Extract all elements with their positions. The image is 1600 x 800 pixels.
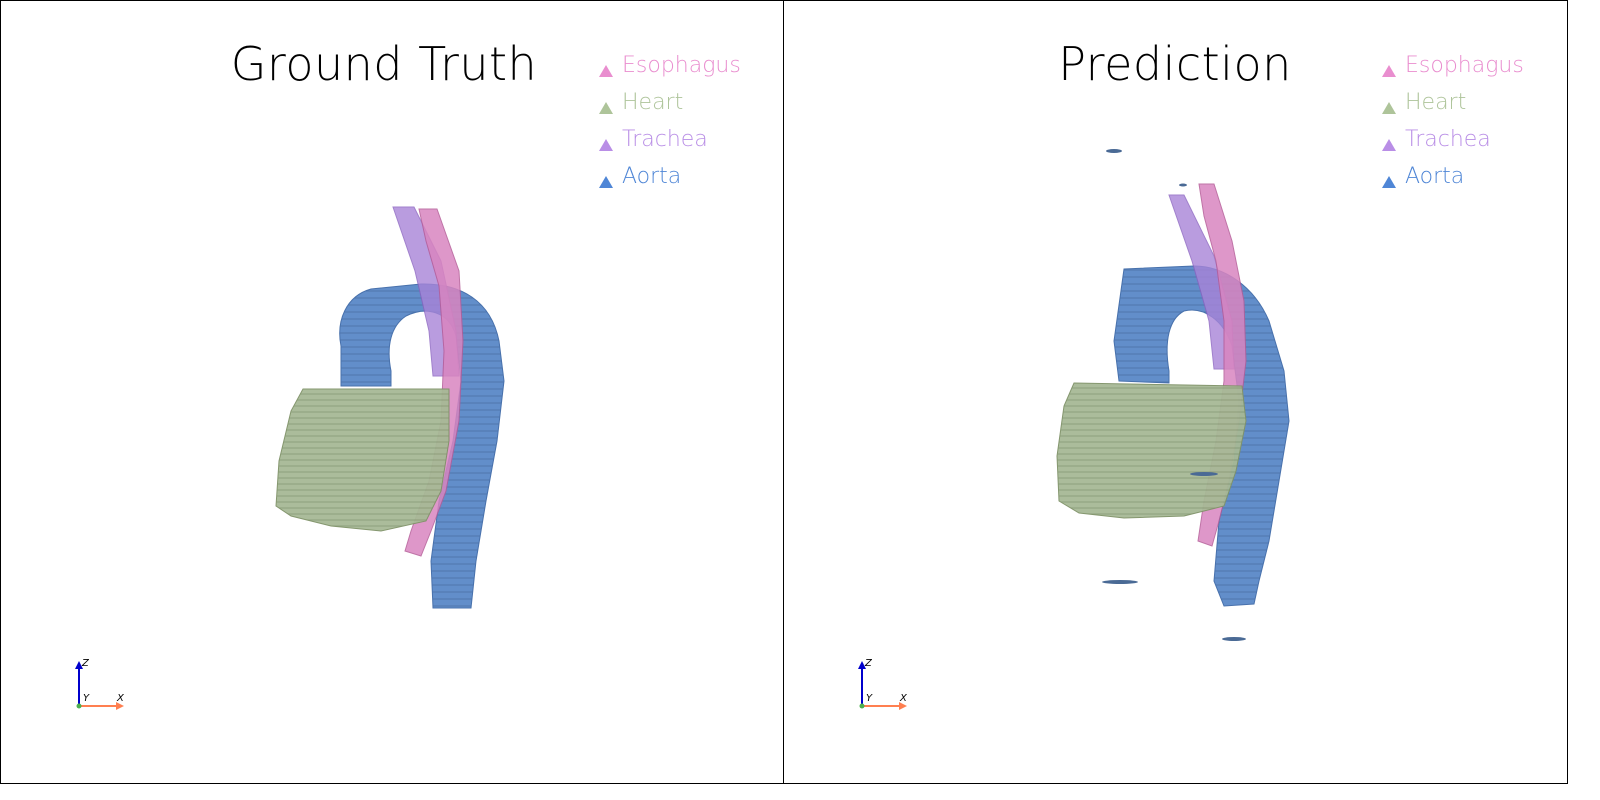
triangle-marker-icon [1382, 101, 1396, 114]
legend-label: Esophagus [1405, 53, 1524, 78]
aorta-mesh [339, 283, 505, 609]
legend-item-aorta: Aorta [599, 158, 741, 195]
legend: Esophagus Heart Trachea Aorta [599, 47, 741, 195]
y-axis-label: Y [866, 693, 873, 704]
triangle-marker-icon [1382, 138, 1396, 151]
y-axis-label: Y [83, 693, 90, 704]
triangle-marker-icon [1382, 175, 1396, 188]
legend-item-aorta: Aorta [1382, 158, 1524, 195]
triangle-marker-icon [599, 138, 613, 151]
aorta-fragment [1179, 183, 1187, 187]
viewport-title: Ground Truth [230, 37, 538, 91]
3d-scene[interactable] [784, 1, 1567, 783]
legend-label: Aorta [1405, 164, 1465, 189]
viewport-title: Prediction [1058, 37, 1292, 91]
legend-label: Trachea [1405, 127, 1491, 152]
heart-mesh [275, 388, 450, 532]
triangle-marker-icon [599, 64, 613, 77]
aorta-fragment [1102, 580, 1138, 584]
viewport-prediction[interactable]: Prediction [784, 0, 1568, 784]
y-axis-icon [76, 703, 82, 709]
z-axis-label: Z [864, 658, 873, 669]
y-axis-icon [859, 703, 865, 709]
viewer-app: Ground Truth [0, 0, 1568, 784]
x-axis-label: X [899, 693, 908, 704]
legend-item-esophagus: Esophagus [599, 47, 741, 84]
z-axis-label: Z [81, 658, 90, 669]
orientation-axes-widget: Z Y X [75, 658, 125, 710]
legend-item-heart: Heart [599, 84, 741, 121]
triangle-marker-icon [599, 101, 613, 114]
legend-label: Esophagus [622, 53, 741, 78]
heart-mesh [1056, 382, 1247, 519]
triangle-marker-icon [599, 175, 613, 188]
3d-scene[interactable] [1, 1, 783, 783]
legend-item-esophagus: Esophagus [1382, 47, 1524, 84]
legend-item-heart: Heart [1382, 84, 1524, 121]
legend-label: Heart [1405, 90, 1467, 115]
legend-item-trachea: Trachea [1382, 121, 1524, 158]
aorta-fragment [1106, 149, 1122, 153]
legend-label: Heart [622, 90, 684, 115]
legend: Esophagus Heart Trachea Aorta [1382, 47, 1524, 195]
aorta-fragment [1190, 472, 1218, 476]
viewport-ground-truth[interactable]: Ground Truth [0, 0, 784, 784]
legend-label: Aorta [622, 164, 682, 189]
orientation-axes-widget: Z Y X [858, 658, 908, 710]
esophagus-mesh [404, 208, 464, 557]
esophagus-mesh [1197, 183, 1247, 547]
legend-label: Trachea [622, 127, 708, 152]
aorta-fragment [1222, 637, 1246, 641]
legend-item-trachea: Trachea [599, 121, 741, 158]
x-axis-label: X [116, 693, 125, 704]
triangle-marker-icon [1382, 64, 1396, 77]
